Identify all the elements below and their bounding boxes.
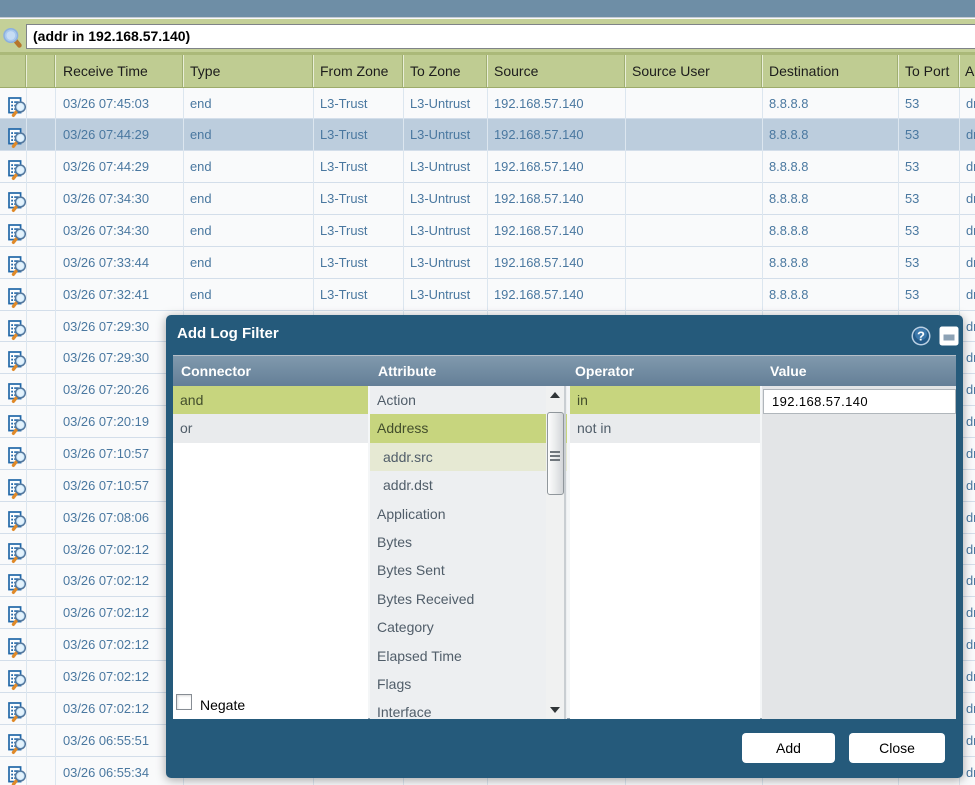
svg-text:?: ?: [917, 329, 925, 344]
